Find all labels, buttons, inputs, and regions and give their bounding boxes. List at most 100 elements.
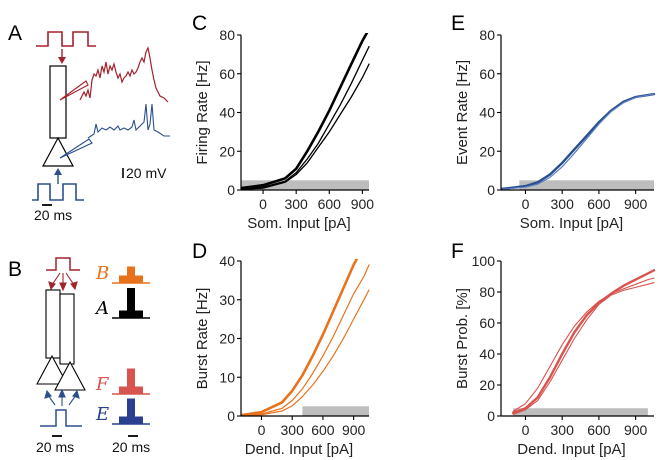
panel-letter-a: A xyxy=(8,22,22,45)
y-tick-label: 0 xyxy=(227,408,235,424)
series-line-0 xyxy=(512,269,656,415)
y-tick-label: 80 xyxy=(479,284,495,300)
y-tick-label: 0 xyxy=(227,182,235,198)
panel-letter-b: B xyxy=(8,258,22,281)
y-tick-label: 10 xyxy=(219,369,235,385)
y-tick-label: 30 xyxy=(219,292,235,308)
series-line-0 xyxy=(241,33,369,190)
series-line-1 xyxy=(241,45,370,190)
soma-triangle xyxy=(41,136,75,167)
x-tick-label: 600 xyxy=(318,196,342,212)
hist-bar-3-1 xyxy=(127,398,135,424)
dendrite-voltage-trace xyxy=(79,46,169,103)
x-tick-label: 900 xyxy=(624,422,648,438)
shaded-region xyxy=(302,406,369,416)
x-tick-label: 300 xyxy=(551,196,575,212)
series-line-0 xyxy=(501,92,656,190)
soma-voltage-trace xyxy=(87,103,170,139)
soma-arrows-blue xyxy=(44,388,80,406)
stim-pulse-blue xyxy=(32,183,84,201)
scale-label-ms-b-right: 20 ms xyxy=(112,439,150,455)
scale-label-ms-b-left: 20 ms xyxy=(36,439,74,455)
panel-a: A 20 mV 20 ms xyxy=(8,22,170,223)
hist-label-2: F xyxy=(95,374,110,395)
series-line-2 xyxy=(512,282,655,415)
soma-triangle-b2 xyxy=(54,360,86,391)
hist-bar-2-1 xyxy=(127,368,135,394)
y-tick-label: 80 xyxy=(479,27,495,43)
y-axis-label: Firing Rate [Hz] xyxy=(194,60,211,164)
y-tick-label: 20 xyxy=(479,377,495,393)
panel-letter-e: E xyxy=(451,12,465,35)
hist-bar-1-2 xyxy=(135,310,143,318)
dendrite-compartment-b1 xyxy=(45,289,61,359)
x-axis-label: Dend. Input [pA] xyxy=(245,441,353,458)
x-tick-label: 300 xyxy=(281,422,305,438)
series-line-1 xyxy=(512,277,655,412)
chart-d: D 0 10 20 30 40 0 300 600 900 Dend. Input [pA] Burs… xyxy=(192,240,370,458)
hist-bar-1-1 xyxy=(127,288,135,318)
stim-pulse-red xyxy=(36,31,96,47)
x-axis-label: Som. Input [pA] xyxy=(520,215,623,232)
hist-bar-3-2 xyxy=(135,416,143,424)
x-tick-label: 0 xyxy=(522,422,530,438)
x-tick-label: 0 xyxy=(258,422,266,438)
hist-bar-0-1 xyxy=(127,266,135,283)
x-axis-label: Som. Input [pA] xyxy=(247,215,350,232)
x-tick-label: 0 xyxy=(259,196,267,212)
x-axis-label: Dend. Input [pA] xyxy=(517,441,625,458)
y-tick-label: 20 xyxy=(479,143,495,159)
shaded-region xyxy=(241,180,369,190)
soma-triangle-b1 xyxy=(36,354,68,385)
y-tick-label: 60 xyxy=(219,66,235,82)
series-line-1 xyxy=(501,93,655,190)
scale-label-ms-a: 20 ms xyxy=(34,207,72,223)
x-tick-label: 300 xyxy=(551,422,575,438)
soma-electrode xyxy=(59,138,93,159)
y-tick-label: 40 xyxy=(219,105,235,121)
dendrite-arrows-red xyxy=(48,272,78,292)
x-tick-label: 900 xyxy=(351,196,375,212)
stim-pulse-red-b xyxy=(46,257,80,271)
hist-bar-2-2 xyxy=(135,386,143,394)
panel-letter-f: F xyxy=(451,240,464,263)
y-tick-label: 60 xyxy=(479,315,495,331)
shaded-region xyxy=(513,408,648,416)
x-tick-label: 0 xyxy=(522,196,530,212)
y-tick-label: 40 xyxy=(219,253,235,269)
hist-bar-0-2 xyxy=(135,275,143,283)
hist-label-1: A xyxy=(94,298,109,319)
stim-pulse-blue-b xyxy=(40,409,82,427)
series-line-2 xyxy=(241,63,370,190)
x-tick-label: 900 xyxy=(342,422,366,438)
y-tick-label: 40 xyxy=(479,346,495,362)
dendrite-compartment-b2 xyxy=(59,293,75,365)
hist-bar-0-0 xyxy=(119,275,127,283)
shaded-region xyxy=(519,180,654,190)
panel-letter-c: C xyxy=(192,12,207,35)
y-tick-label: 0 xyxy=(487,408,495,424)
arrowhead-red xyxy=(58,57,66,64)
y-axis-label: Event Rate [Hz] xyxy=(454,60,471,165)
histograms: BA FE xyxy=(94,263,150,425)
panel-letter-d: D xyxy=(192,240,207,263)
x-tick-label: 600 xyxy=(587,422,611,438)
dendrite-electrode xyxy=(59,80,89,101)
series-line-2 xyxy=(241,289,370,416)
y-tick-label: 80 xyxy=(219,27,235,43)
series-line-0 xyxy=(241,259,359,416)
hist-bar-3-0 xyxy=(119,416,127,424)
x-tick-label: 900 xyxy=(624,196,648,212)
x-tick-label: 600 xyxy=(587,196,611,212)
x-tick-label: 300 xyxy=(284,196,308,212)
hist-label-3: E xyxy=(95,404,109,425)
dendrite-compartment xyxy=(49,65,67,139)
y-tick-label: 20 xyxy=(219,143,235,159)
y-tick-label: 0 xyxy=(487,182,495,198)
scale-label-mv: 20 mV xyxy=(126,165,167,181)
